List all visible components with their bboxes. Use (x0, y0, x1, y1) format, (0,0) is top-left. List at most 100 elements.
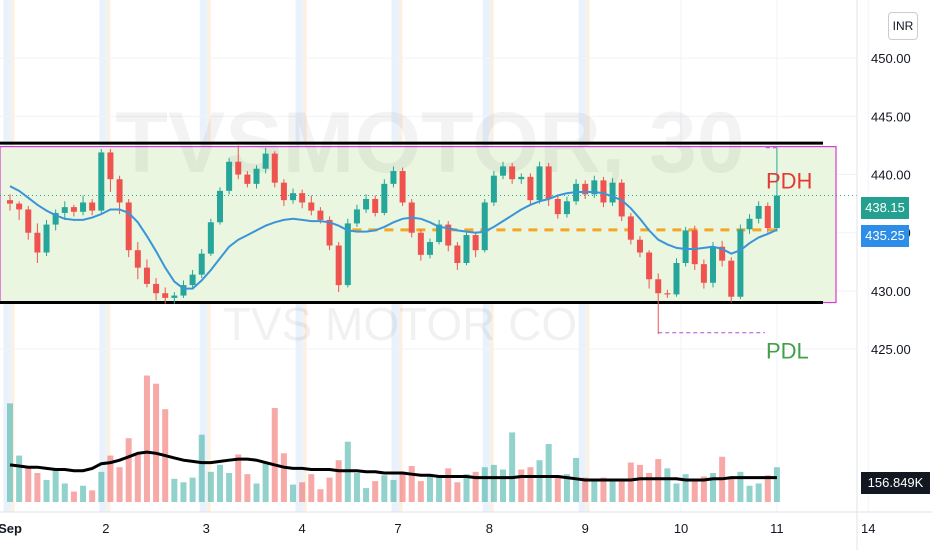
candle (700, 259, 707, 289)
candle (609, 178, 616, 206)
volume-bar (417, 481, 424, 502)
candle-body (180, 285, 187, 296)
volume-bar (253, 483, 260, 502)
volume-bar (728, 476, 735, 502)
volume-bar (34, 473, 41, 502)
candle-body (189, 274, 196, 286)
candle-body (518, 176, 525, 180)
candle (308, 195, 315, 216)
candle-body (646, 252, 653, 280)
candle (235, 145, 242, 180)
candle-body (390, 171, 397, 184)
candle-body (43, 224, 50, 253)
candle (673, 258, 680, 297)
volume-bar (454, 482, 461, 502)
time-axis-label: 11 (770, 521, 784, 536)
candle (353, 204, 360, 227)
candle-body (25, 209, 32, 233)
volume-bar (116, 467, 123, 502)
candle (70, 204, 77, 217)
candle-body (308, 202, 315, 211)
candle-body (509, 166, 516, 180)
candle (244, 171, 251, 188)
candle-body (545, 166, 552, 199)
candle (198, 249, 205, 279)
volume-bar (563, 474, 570, 502)
volume-bar (472, 471, 479, 502)
candle-body (7, 200, 13, 204)
candle (755, 201, 762, 224)
currency-selector[interactable]: INR (888, 12, 918, 40)
candle-body (682, 230, 689, 263)
candle (728, 257, 735, 303)
candle (481, 198, 488, 253)
candle (61, 201, 68, 220)
volume-bar (582, 477, 589, 502)
watermark-company: TVS MOTOR CO (223, 298, 577, 350)
candle (390, 166, 397, 188)
candle-body (244, 174, 251, 184)
candle (271, 151, 278, 188)
candle (682, 226, 689, 267)
volume-bar (655, 459, 662, 502)
volume-bar (710, 473, 717, 502)
volume-bar (627, 462, 634, 502)
candle-body (636, 239, 643, 253)
candle (116, 175, 123, 215)
candle (89, 198, 96, 216)
volume-bar (235, 454, 242, 502)
candle-body (290, 193, 297, 201)
candle (290, 188, 297, 204)
volume-bar (554, 475, 561, 502)
volume-bar (335, 460, 342, 502)
volume-bar (262, 462, 269, 502)
volume-bar (755, 483, 762, 502)
candle (627, 212, 634, 245)
candle (417, 229, 424, 261)
candle (527, 173, 534, 205)
candle-body (773, 195, 780, 229)
candle-body (454, 245, 461, 263)
candle (372, 195, 379, 217)
volume-bar (609, 479, 616, 502)
candle-body (344, 223, 351, 286)
volume-bar (509, 432, 516, 502)
volume-bar (436, 477, 443, 502)
volume-bar (244, 474, 251, 502)
candle-body (107, 152, 114, 180)
candle (80, 195, 87, 216)
volume-bar (372, 481, 379, 502)
volume-bar (481, 467, 488, 502)
candle-body (737, 229, 744, 297)
candle (43, 219, 50, 256)
candle-body (719, 246, 726, 261)
candle (710, 242, 717, 288)
candle (664, 289, 671, 298)
volume-bar (216, 464, 223, 502)
time-axis-label: 3 (203, 521, 210, 536)
candle (153, 278, 160, 301)
candle-body (98, 152, 105, 211)
candle (563, 196, 570, 218)
volume-badge: 156.849K (861, 472, 930, 494)
candle (454, 242, 461, 270)
volume-bar (691, 481, 698, 502)
candle-body (299, 193, 306, 203)
candle (299, 189, 306, 209)
candle-body (664, 293, 671, 295)
candle-body (500, 166, 507, 176)
volume-bar (70, 491, 77, 502)
volume-bar (408, 466, 415, 502)
candle (52, 209, 59, 231)
candle (746, 214, 753, 234)
candle-body (582, 183, 589, 195)
candle-body (554, 198, 561, 215)
time-axis-label: 2 (102, 521, 109, 536)
candle (335, 242, 342, 293)
candle (34, 223, 41, 263)
candle (719, 240, 726, 267)
candle-body (61, 207, 68, 213)
volume-bar (98, 471, 105, 502)
candle-body (16, 203, 23, 210)
